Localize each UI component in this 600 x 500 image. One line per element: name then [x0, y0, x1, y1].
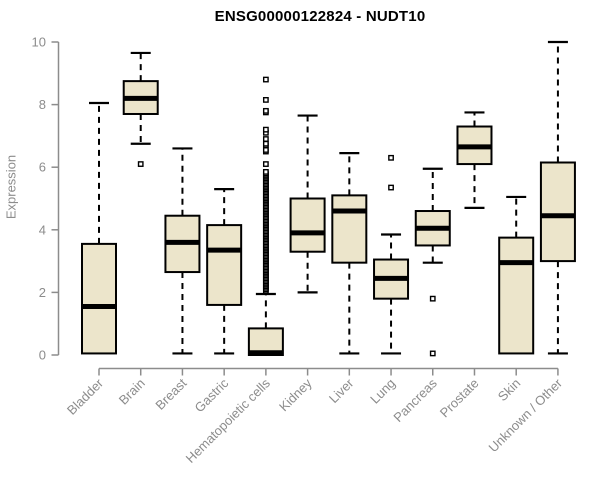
y-tick-label: 6: [39, 160, 46, 175]
boxplot-liver: [331, 152, 368, 355]
boxplot-kidney: [289, 114, 326, 294]
x-tick-label: Skin: [495, 376, 523, 404]
iqr-box: [498, 236, 535, 355]
x-tick-label: Lung: [367, 376, 398, 407]
boxplot-gastric: [206, 188, 243, 355]
x-tick-label: Bladder: [64, 375, 107, 418]
iqr-box: [539, 161, 576, 263]
y-tick-label: 2: [39, 285, 46, 300]
chart-title: ENSG00000122824 - NUDT10: [214, 8, 426, 25]
boxplot-hematopoietic-cells: [247, 76, 284, 356]
iqr-box: [331, 194, 368, 264]
outlier-point: [388, 184, 394, 191]
outlier-point: [262, 161, 269, 167]
x-tick-label: Unknown / Other: [485, 375, 565, 455]
outlier-point: [262, 136, 269, 142]
outlier-point: [262, 97, 269, 103]
outlier-point: [137, 161, 144, 167]
y-axis-label: Expression: [3, 154, 19, 220]
boxplot-pancreas: [414, 167, 451, 357]
boxplot-bladder: [81, 101, 117, 355]
outlier-point: [262, 168, 269, 175]
boxplot-unknown-other: [539, 40, 576, 355]
outlier-point: [429, 295, 436, 302]
x-tick-label: Prostate: [437, 376, 482, 421]
outlier-point: [262, 140, 269, 147]
boxplot-prostate: [456, 111, 493, 209]
iqr-box: [289, 197, 326, 253]
x-tick-label: Pancreas: [390, 375, 440, 425]
boxplot-brain: [122, 51, 159, 167]
boxplot-skin: [498, 195, 535, 355]
x-tick-label: Liver: [326, 375, 357, 406]
x-tick-label: Gastric: [192, 375, 232, 415]
boxplot-lung: [373, 154, 410, 355]
x-tick-label: Breast: [152, 375, 189, 412]
y-tick-label: 10: [32, 35, 46, 50]
y-tick-label: 0: [39, 348, 46, 363]
outlier-point: [262, 76, 269, 83]
outlier-point: [262, 107, 269, 114]
boxplot-breast: [164, 147, 201, 355]
x-tick-label: Kidney: [276, 375, 315, 414]
y-tick-label: 8: [39, 97, 46, 112]
iqr-box: [206, 224, 243, 306]
x-tick-label: Brain: [116, 376, 148, 408]
outlier-point: [262, 147, 269, 153]
outlier-point: [388, 154, 394, 161]
outlier-point: [429, 350, 436, 357]
y-tick-label: 4: [39, 222, 46, 237]
outlier-point: [262, 126, 269, 133]
iqr-box: [81, 242, 117, 355]
